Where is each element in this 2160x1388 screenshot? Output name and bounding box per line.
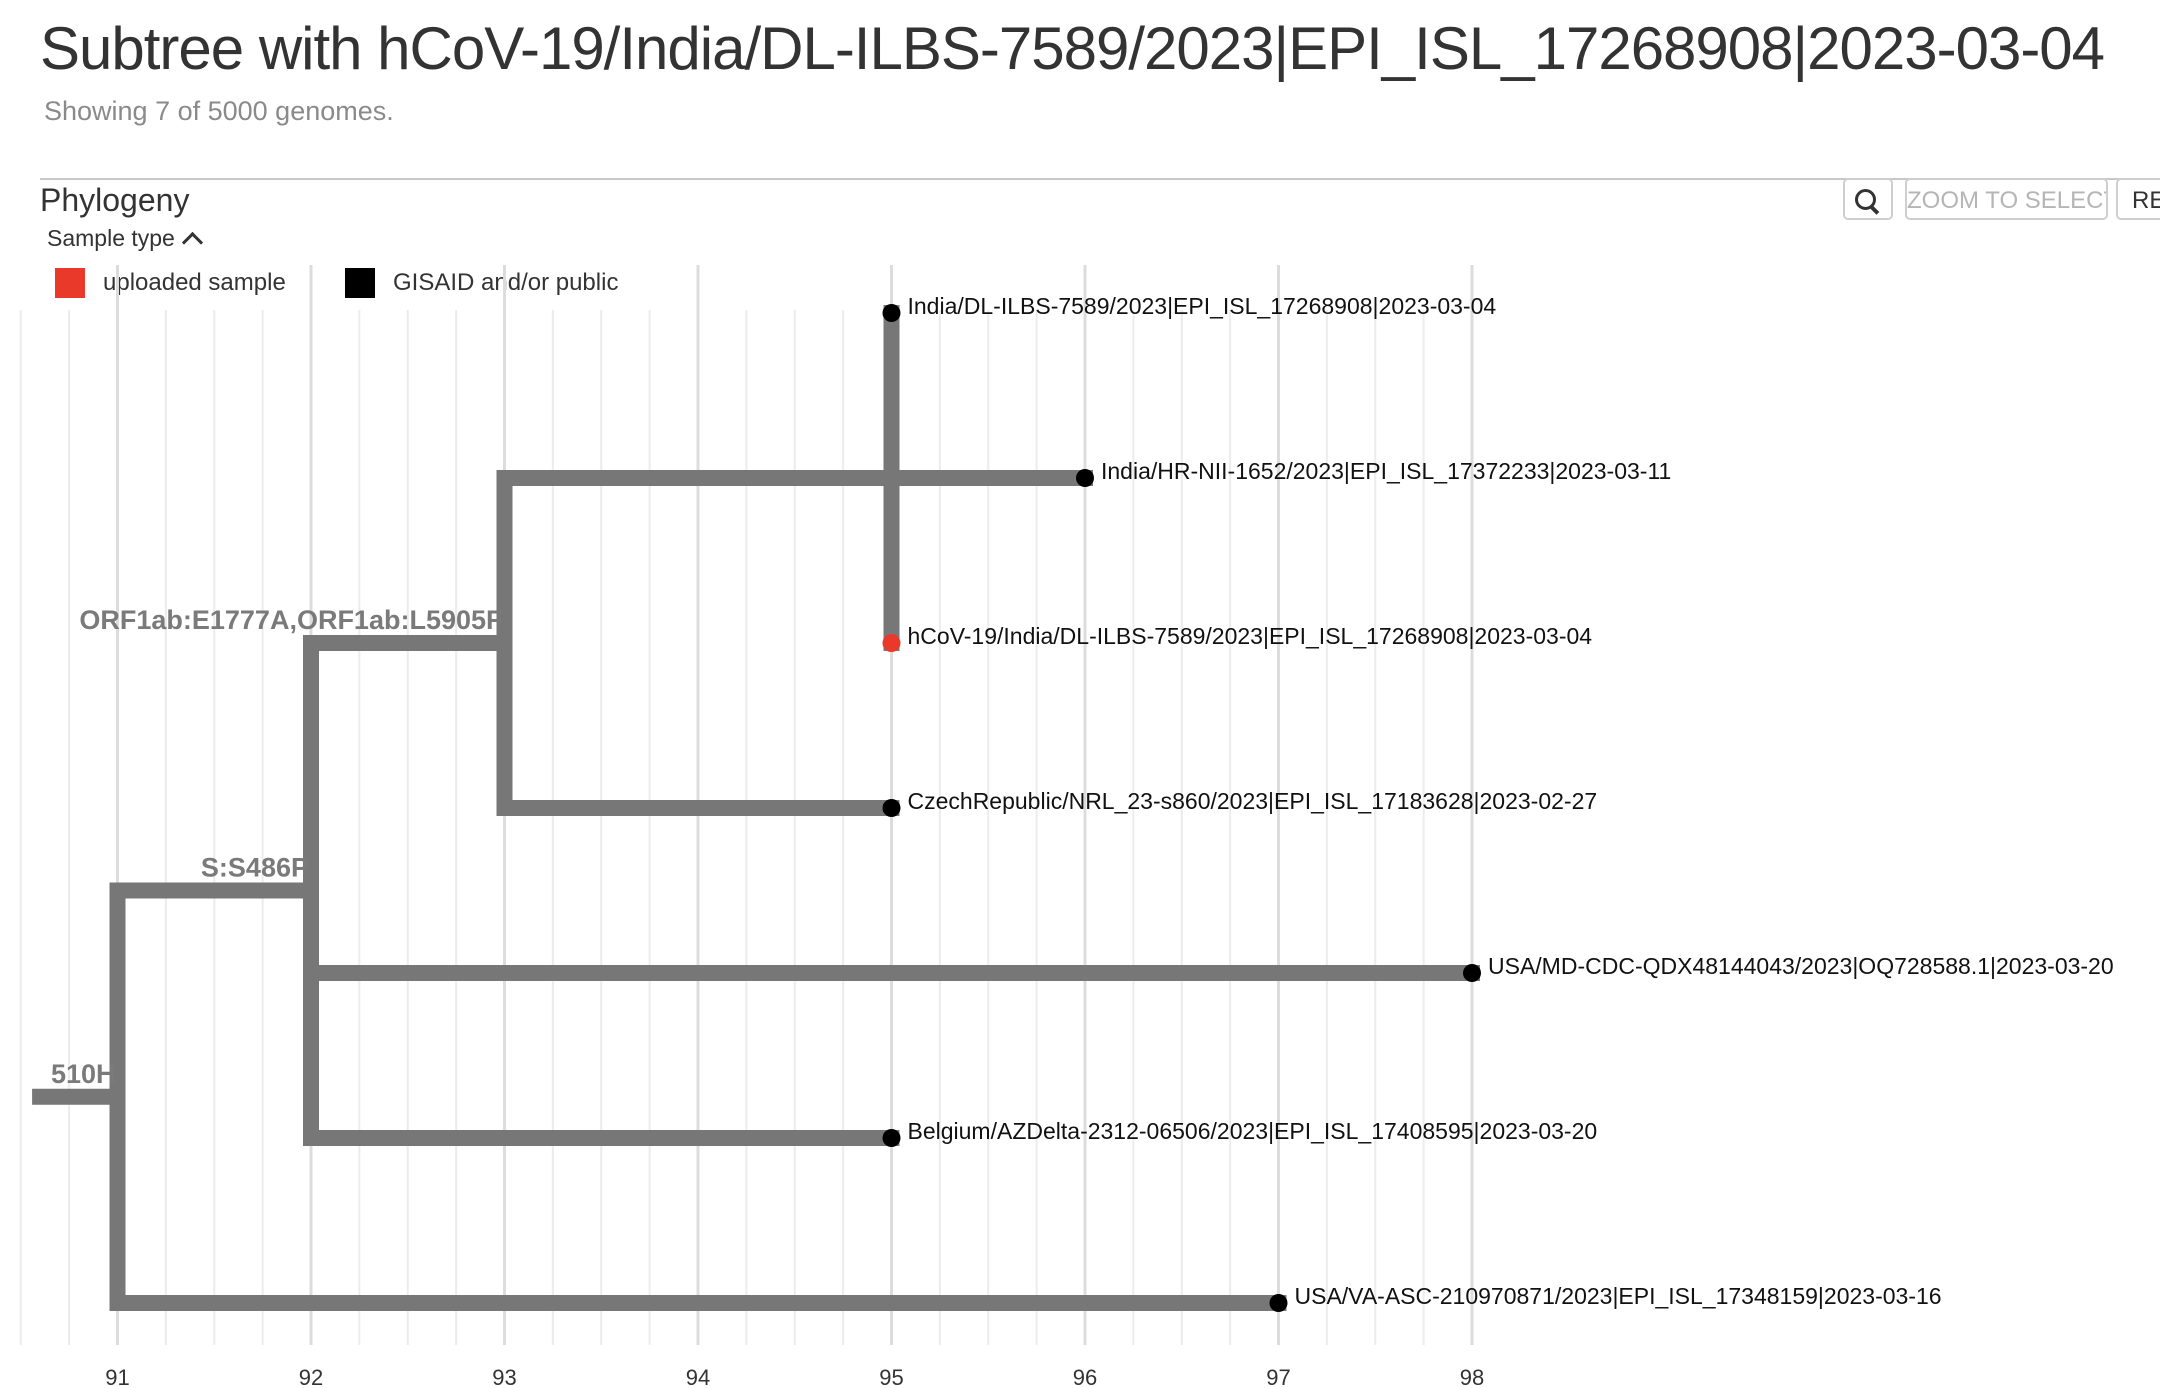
tip-node-public: [882, 1129, 901, 1147]
axis-tick-label: 98: [1460, 1365, 1484, 1388]
reset-button[interactable]: RE: [2116, 178, 2160, 220]
divider: [40, 178, 2160, 180]
mutation-label: S:S486P: [201, 853, 309, 883]
legend-swatch-public: [345, 268, 375, 298]
legend-toggle[interactable]: Sample type: [47, 225, 203, 254]
legend-item-uploaded: uploaded sample: [55, 268, 286, 298]
tip-label: India/HR-NII-1652/2023|EPI_ISL_17372233|…: [1101, 458, 1671, 484]
genome-count: Showing 7 of 5000 genomes.: [44, 96, 394, 126]
search-button[interactable]: [1843, 178, 1893, 220]
axis-tick-label: 96: [1073, 1365, 1097, 1388]
legend-swatch-uploaded: [55, 268, 85, 298]
legend-toggle-label: Sample type: [47, 225, 175, 251]
tip-node-public: [1269, 1294, 1288, 1312]
tip-node-uploaded: [882, 634, 901, 652]
magnifier-icon: [1855, 188, 1881, 215]
axis-tick-label: 95: [879, 1365, 903, 1388]
tip-label: USA/MD-CDC-QDX48144043/2023|OQ728588.1|2…: [1488, 953, 2114, 979]
tip-label: CzechRepublic/NRL_23-s860/2023|EPI_ISL_1…: [908, 788, 1598, 814]
panel-title: Phylogeny: [40, 182, 190, 218]
tip-node-public: [1076, 469, 1094, 487]
tip-node-public: [1463, 964, 1481, 982]
tip-node-public: [882, 304, 901, 322]
tip-node-public: [882, 799, 901, 817]
tip-label: USA/VA-ASC-210970871/2023|EPI_ISL_173481…: [1295, 1283, 1942, 1309]
mutation-label: 510H: [51, 1059, 116, 1089]
legend-label-uploaded: uploaded sample: [103, 269, 286, 296]
tip-label: India/DL-ILBS-7589/2023|EPI_ISL_17268908…: [908, 293, 1497, 319]
axis-tick-label: 97: [1266, 1365, 1290, 1388]
page-title: Subtree with hCoV-19/India/DL-ILBS-7589/…: [40, 15, 2105, 82]
axis-tick-label: 93: [492, 1365, 516, 1388]
zoom-to-selected-button[interactable]: ZOOM TO SELECTED: [1905, 178, 2108, 220]
tip-label: Belgium/AZDelta-2312-06506/2023|EPI_ISL_…: [908, 1118, 1598, 1144]
axis-tick-label: 94: [686, 1365, 710, 1388]
tip-label: hCoV-19/India/DL-ILBS-7589/2023|EPI_ISL_…: [908, 623, 1593, 649]
axis-tick-label: 92: [299, 1365, 323, 1388]
axis-tick-label: 91: [105, 1365, 129, 1388]
mutation-label: ORF1ab:E1777A,ORF1ab:L5905F: [79, 605, 502, 635]
